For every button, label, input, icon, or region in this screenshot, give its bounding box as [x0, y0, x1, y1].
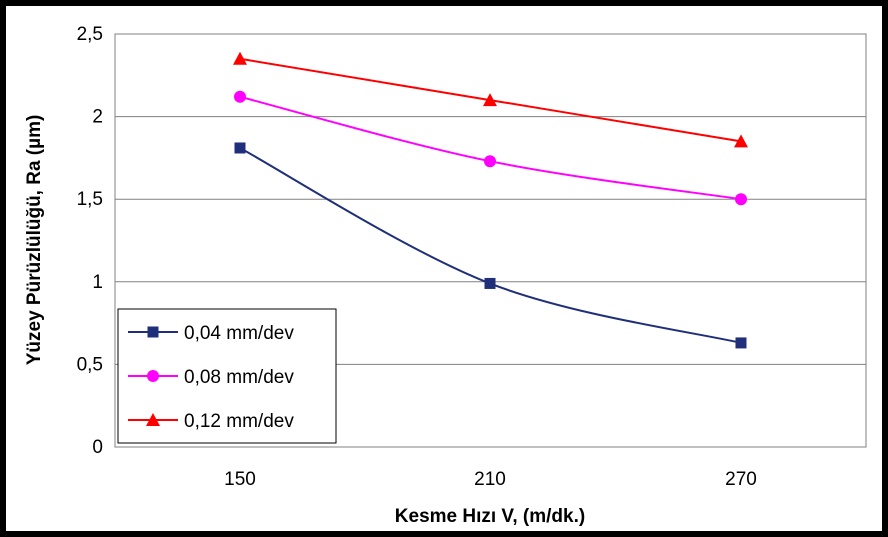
x-tick-label: 270 — [725, 469, 757, 490]
legend-marker — [147, 370, 159, 382]
y-tick-label: 2,5 — [77, 24, 103, 45]
legend: 0,04 mm/dev 0,08 mm/dev 0,12 mm/dev — [117, 308, 337, 444]
x-tick-labels: 150 210 270 — [224, 469, 757, 490]
y-tick-label: 1,5 — [77, 189, 103, 210]
data-point-circle — [484, 155, 496, 168]
series-lines — [233, 51, 748, 349]
data-point-triangle — [233, 51, 247, 65]
legend-label: 0,12 mm/dev — [184, 411, 294, 432]
data-point-square — [484, 277, 496, 289]
y-tick-label: 0 — [92, 437, 103, 458]
data-point-circle — [234, 90, 246, 103]
y-tick-label: 2 — [92, 107, 103, 128]
legend-label: 0,08 mm/dev — [184, 367, 294, 388]
data-point-circle — [735, 193, 747, 206]
legend-marker — [147, 326, 159, 338]
data-point-triangle — [483, 93, 497, 107]
data-point-triangle — [734, 134, 748, 148]
legend-label: 0,04 mm/dev — [184, 323, 294, 344]
y-tick-labels: 0 0,5 1 1,5 2 2,5 — [77, 24, 103, 458]
legend-marker — [146, 413, 160, 426]
data-point-square — [735, 337, 747, 349]
x-tick-label: 210 — [474, 469, 506, 490]
data-point-square — [234, 142, 246, 154]
x-axis-title: Kesme Hızı V, (m/dk.) — [395, 506, 585, 527]
x-tick-label: 150 — [224, 469, 256, 490]
y-tick-label: 0,5 — [77, 354, 103, 375]
y-axis-title: Yüzey Pürüzlülüğü, Ra (µm) — [24, 115, 45, 366]
y-tick-label: 1 — [92, 272, 103, 293]
